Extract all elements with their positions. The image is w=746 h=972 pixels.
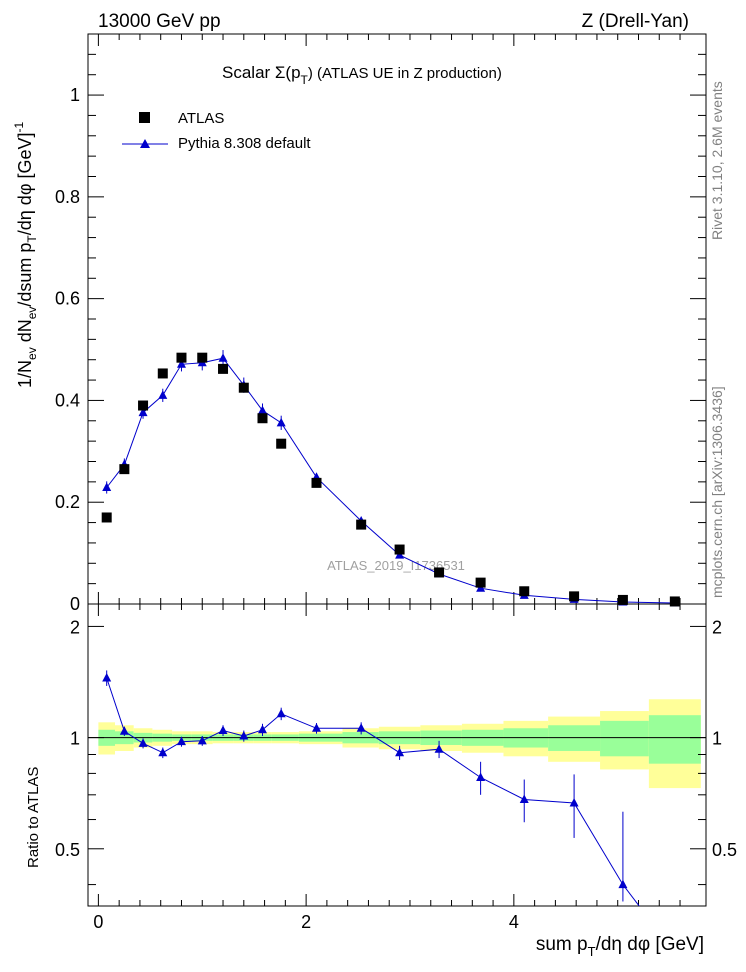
mc-point [218, 353, 228, 362]
ratio-point [276, 708, 286, 718]
ratio-y-tick-label-left: 0.5 [55, 840, 80, 860]
atlas-data-point [311, 477, 322, 488]
ratio-y-axis-label: Ratio to ATLAS [25, 767, 42, 868]
ratio-uncertainty-bands [98, 699, 701, 789]
atlas-data-point [475, 577, 486, 588]
ratio-y-tick-label-right: 2 [712, 617, 722, 637]
atlas-data-point [176, 352, 187, 363]
atlas-data-point [119, 464, 130, 475]
ratio-point [569, 798, 579, 807]
y-tick-label-zero: 0 [70, 594, 80, 614]
y-tick-label: 0.2 [55, 492, 80, 512]
ratio-point [102, 673, 112, 682]
x-tick-label: 4 [509, 912, 519, 932]
ratio-y-tick-label-left: 1 [70, 729, 80, 749]
atlas-data-point [519, 586, 530, 597]
ratio-point [356, 723, 366, 732]
ratio-band-inner [600, 720, 649, 757]
ratio-plot-marks [102, 670, 640, 906]
header-collision-label: 13000 GeV pp [98, 11, 221, 32]
ratio-point [395, 747, 405, 757]
ratio-point [312, 723, 322, 732]
ratio-y-tick-label-right: 0.5 [712, 840, 737, 860]
x-tick-label: 2 [301, 912, 311, 932]
ratio-point [218, 725, 228, 735]
atlas-data-point [257, 413, 268, 424]
atlas-data-point [238, 382, 249, 393]
x-tick-label: 0 [93, 912, 103, 932]
mc-point [176, 359, 186, 368]
ratio-point [434, 744, 444, 753]
atlas-data-point [356, 519, 367, 530]
x-axis-label: sum pT/dη dφ [GeV] [536, 934, 704, 959]
atlas-data-point [617, 594, 628, 605]
atlas-data-point [669, 596, 680, 607]
ratio-y-tick-label-left: 2 [70, 617, 80, 637]
atlas-data-point [394, 544, 405, 555]
y-tick-label: 0.6 [55, 289, 80, 309]
legend: ATLAS Pythia 8.308 default [122, 110, 311, 152]
ratio-point [197, 735, 207, 745]
atlas-data-point [101, 512, 112, 523]
ratio-point [138, 738, 148, 747]
ratio-point [618, 879, 628, 889]
y-tick-label: 1 [70, 85, 80, 105]
y-tick-label: 0.4 [55, 390, 80, 410]
ratio-point [476, 772, 486, 781]
analysis-watermark: ATLAS_2019_I1736531 [327, 558, 465, 573]
atlas-data-point [197, 352, 208, 363]
mc-point [102, 482, 112, 491]
ratio-axis-ticks: 0 2 4 0.5 0.5 1 1 2 2 [55, 604, 737, 932]
plot-title: Scalar Σ(pT) (ATLAS UE in Z production) [222, 63, 502, 87]
ratio-point [176, 736, 186, 746]
legend-mc-label: Pythia 8.308 default [178, 135, 311, 152]
ratio-point [119, 726, 129, 735]
ratio-band-inner [548, 725, 601, 751]
ratio-point [239, 731, 249, 740]
atlas-data-point [138, 400, 149, 411]
mc-point [138, 407, 148, 417]
mc-point [276, 417, 286, 427]
mc-point [257, 405, 267, 415]
ratio-band-inner [648, 715, 701, 764]
y-tick-label: 0.8 [55, 187, 80, 207]
mcplots-label: mcplots.cern.ch [arXiv:1306.3436] [709, 386, 725, 598]
ratio-point [519, 794, 529, 803]
ratio-point [257, 724, 267, 734]
atlas-data-point [157, 368, 168, 379]
ratio-y-tick-label-right: 1 [712, 729, 722, 749]
rivet-label: Rivet 3.1.10, 2.6M events [709, 81, 725, 240]
legend-data-marker [139, 112, 150, 123]
atlas-data-point [569, 591, 580, 602]
ratio-series [102, 670, 640, 906]
main-plot-marks [101, 350, 680, 607]
legend-mc-marker [140, 139, 150, 148]
main-axis-ticks: 0.2 0.4 0.6 0.8 1 0 [55, 34, 706, 614]
legend-data-label: ATLAS [178, 110, 224, 127]
atlas-data-point [434, 567, 445, 578]
main-y-axis-label: 1/Nev dNev/dsum pT/dη dφ [GeV]-1 [12, 121, 39, 388]
header-process-label: Z (Drell-Yan) [582, 11, 689, 32]
mc-point [158, 390, 168, 399]
ratio-point [158, 747, 168, 757]
atlas-data-point [218, 363, 229, 374]
atlas-data-point [276, 438, 287, 449]
